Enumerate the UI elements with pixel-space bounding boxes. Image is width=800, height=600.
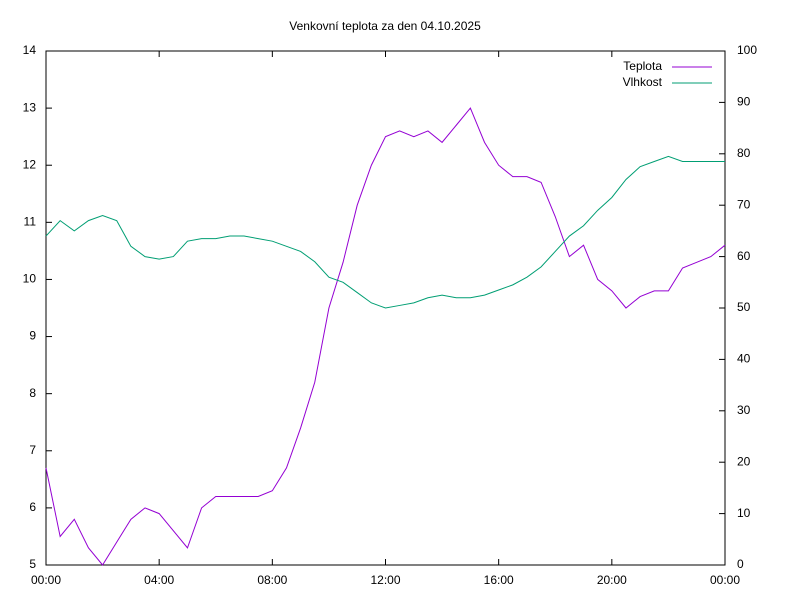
y2-tick-label: 70 bbox=[737, 197, 751, 211]
x-tick-label: 12:00 bbox=[370, 573, 400, 587]
y2-tick-label: 20 bbox=[737, 454, 751, 468]
y2-tick-label: 90 bbox=[737, 95, 751, 109]
y2-tick-label: 100 bbox=[737, 43, 757, 57]
series-line bbox=[45, 107, 726, 566]
y-tick-label: 14 bbox=[23, 43, 37, 57]
y2-tick-label: 0 bbox=[737, 557, 744, 571]
x-tick-label: 04:00 bbox=[144, 573, 174, 587]
y2-tick-label: 80 bbox=[737, 146, 751, 160]
chart-title: Venkovní teplota za den 04.10.2025 bbox=[289, 19, 481, 33]
y-tick-label: 5 bbox=[29, 557, 36, 571]
y-tick-label: 13 bbox=[23, 100, 37, 114]
y2-tick-label: 50 bbox=[737, 300, 751, 314]
y2-tick-label: 60 bbox=[737, 249, 751, 263]
legend-label: Vlhkost bbox=[623, 75, 663, 89]
y-tick-label: 6 bbox=[29, 500, 36, 514]
x-tick-label: 20:00 bbox=[597, 573, 627, 587]
x-tick-label: 08:00 bbox=[257, 573, 287, 587]
y-tick-label: 10 bbox=[23, 272, 37, 286]
y-tick-label: 8 bbox=[29, 386, 36, 400]
y-tick-label: 9 bbox=[29, 329, 36, 343]
legend-label: Teplota bbox=[623, 59, 662, 73]
y2-tick-label: 40 bbox=[737, 352, 751, 366]
x-tick-label: 16:00 bbox=[484, 573, 514, 587]
y2-tick-label: 30 bbox=[737, 403, 751, 417]
series-line bbox=[45, 155, 725, 309]
x-tick-label: 00:00 bbox=[31, 573, 61, 587]
y-tick-label: 12 bbox=[23, 157, 37, 171]
y2-tick-label: 10 bbox=[737, 506, 751, 520]
y-tick-label: 7 bbox=[29, 443, 36, 457]
x-tick-label: 00:00 bbox=[710, 573, 740, 587]
y-tick-label: 11 bbox=[24, 215, 37, 229]
